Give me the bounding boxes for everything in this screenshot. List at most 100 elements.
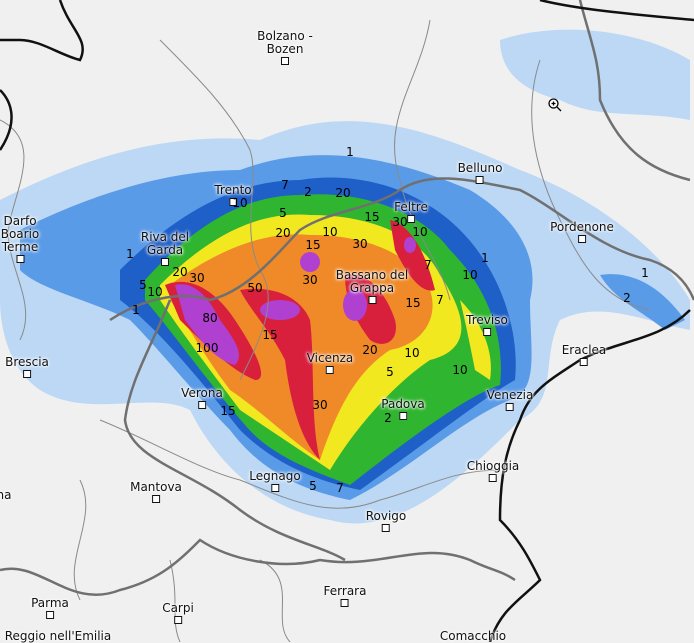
city-label: Rovigo bbox=[365, 509, 407, 532]
city-label: Darfo Boario Terme bbox=[0, 215, 43, 263]
contour-value-label: 10 bbox=[462, 268, 478, 282]
contour-value-label: 20 bbox=[362, 343, 378, 357]
contour-value-label: 30 bbox=[352, 237, 368, 251]
city-name: Trento bbox=[214, 183, 252, 197]
contour-value-label: 100 bbox=[195, 341, 219, 355]
city-name: Venezia bbox=[486, 388, 534, 402]
city-label: Reggio nell'Emilia bbox=[5, 630, 112, 643]
contour-value-label: 10 bbox=[404, 346, 420, 360]
purple-area bbox=[343, 289, 367, 321]
city-name: Comacchio bbox=[439, 629, 507, 643]
contour-value-label: 30 bbox=[392, 215, 408, 229]
contour-value-label: 10 bbox=[322, 225, 338, 239]
contour-value-label: 15 bbox=[305, 238, 321, 252]
contour-value-label: 50 bbox=[247, 281, 263, 295]
city-label: Trento bbox=[214, 183, 252, 206]
city-marker-icon bbox=[22, 370, 31, 378]
contour-value-label: 1 bbox=[126, 247, 134, 261]
contour-value-label: 2 bbox=[623, 291, 631, 305]
zoom-in-icon[interactable] bbox=[548, 98, 562, 112]
city-label: Mantova bbox=[130, 481, 182, 503]
city-marker-icon bbox=[406, 215, 415, 223]
contour-value-label: 1 bbox=[641, 266, 649, 280]
city-name: Parma bbox=[31, 596, 69, 610]
purple-area bbox=[300, 252, 320, 272]
purple-area bbox=[260, 300, 300, 320]
city-marker-icon bbox=[281, 57, 289, 65]
city-name: Vicenza bbox=[306, 351, 354, 365]
city-marker-icon bbox=[505, 403, 514, 411]
city-marker-icon bbox=[45, 611, 54, 619]
contour-value-label: 30 bbox=[312, 398, 328, 412]
city-label: Feltre bbox=[394, 201, 428, 223]
city-label: Pordenone bbox=[550, 221, 614, 243]
red-area bbox=[240, 288, 320, 460]
contour-value-label: 1 bbox=[481, 251, 489, 265]
contour-value-label: 7 bbox=[436, 293, 444, 307]
purple-area bbox=[404, 237, 416, 253]
city-marker-icon bbox=[326, 366, 334, 374]
yellow-area bbox=[460, 300, 491, 380]
purple-area bbox=[175, 284, 240, 365]
city-label: na bbox=[0, 489, 11, 502]
city-marker-icon bbox=[151, 495, 160, 503]
contour-value-label: 5 bbox=[139, 278, 147, 292]
city-marker-icon bbox=[197, 401, 206, 409]
contour-value-label: 2 bbox=[384, 411, 392, 425]
region-borders bbox=[0, 0, 694, 596]
city-name: Bolzano - Bozen bbox=[257, 29, 313, 56]
city-label: Belluno bbox=[458, 162, 502, 184]
city-marker-icon bbox=[368, 296, 376, 304]
city-marker-icon bbox=[341, 599, 349, 607]
city-label: Parma bbox=[31, 597, 69, 619]
contour-value-label: 30 bbox=[302, 273, 318, 287]
city-marker-icon bbox=[16, 255, 24, 263]
province-borders bbox=[0, 19, 651, 642]
contour-value-label: 20 bbox=[172, 265, 188, 279]
city-name: Eraclea bbox=[561, 343, 607, 357]
contour-value-label: 5 bbox=[279, 206, 287, 220]
city-label: Venezia bbox=[486, 388, 534, 411]
city-label: Brescia bbox=[5, 356, 49, 378]
rain-area bbox=[600, 274, 685, 330]
contour-value-label: 20 bbox=[275, 226, 291, 240]
city-name: Rovigo bbox=[365, 509, 407, 523]
contour-value-label: 2 bbox=[304, 185, 312, 199]
city-label: Eraclea bbox=[561, 343, 607, 366]
city-label: Verona bbox=[181, 387, 223, 409]
city-marker-icon bbox=[489, 474, 497, 482]
city-label: Treviso bbox=[466, 314, 508, 336]
contour-value-label: 15 bbox=[262, 328, 278, 342]
contour-value-label: 20 bbox=[335, 186, 351, 200]
contour-value-label: 10 bbox=[412, 225, 428, 239]
city-marker-icon bbox=[271, 484, 279, 492]
contour-value-label: 7 bbox=[424, 258, 432, 272]
city-label: Bolzano - Bozen bbox=[250, 30, 320, 65]
city-label: Comacchio bbox=[440, 630, 506, 643]
city-name: Bassano del Grappa bbox=[335, 268, 409, 295]
city-name: Verona bbox=[181, 386, 223, 400]
light-rain-area bbox=[500, 29, 690, 120]
city-marker-icon bbox=[578, 235, 586, 243]
city-name: Treviso bbox=[466, 313, 508, 327]
contour-value-label: 1 bbox=[346, 145, 354, 159]
city-label: Vicenza bbox=[306, 351, 354, 374]
contour-value-label: 10 bbox=[147, 285, 163, 299]
city-name: Carpi bbox=[162, 601, 194, 615]
contour-value-label: 1 bbox=[132, 303, 140, 317]
contour-value-label: 15 bbox=[364, 210, 380, 224]
city-name: Padova bbox=[381, 397, 425, 411]
contour-value-label: 5 bbox=[386, 365, 394, 379]
contour-value-label: 7 bbox=[336, 481, 344, 495]
city-marker-icon bbox=[579, 358, 588, 366]
contour-value-label: 30 bbox=[189, 271, 205, 285]
red-area bbox=[390, 220, 435, 291]
contour-value-label: 10 bbox=[232, 196, 248, 210]
city-name: Chioggia bbox=[466, 459, 520, 473]
city-name: Darfo Boario Terme bbox=[0, 214, 40, 254]
city-label: Chioggia bbox=[466, 459, 520, 482]
city-label: Carpi bbox=[162, 602, 194, 624]
